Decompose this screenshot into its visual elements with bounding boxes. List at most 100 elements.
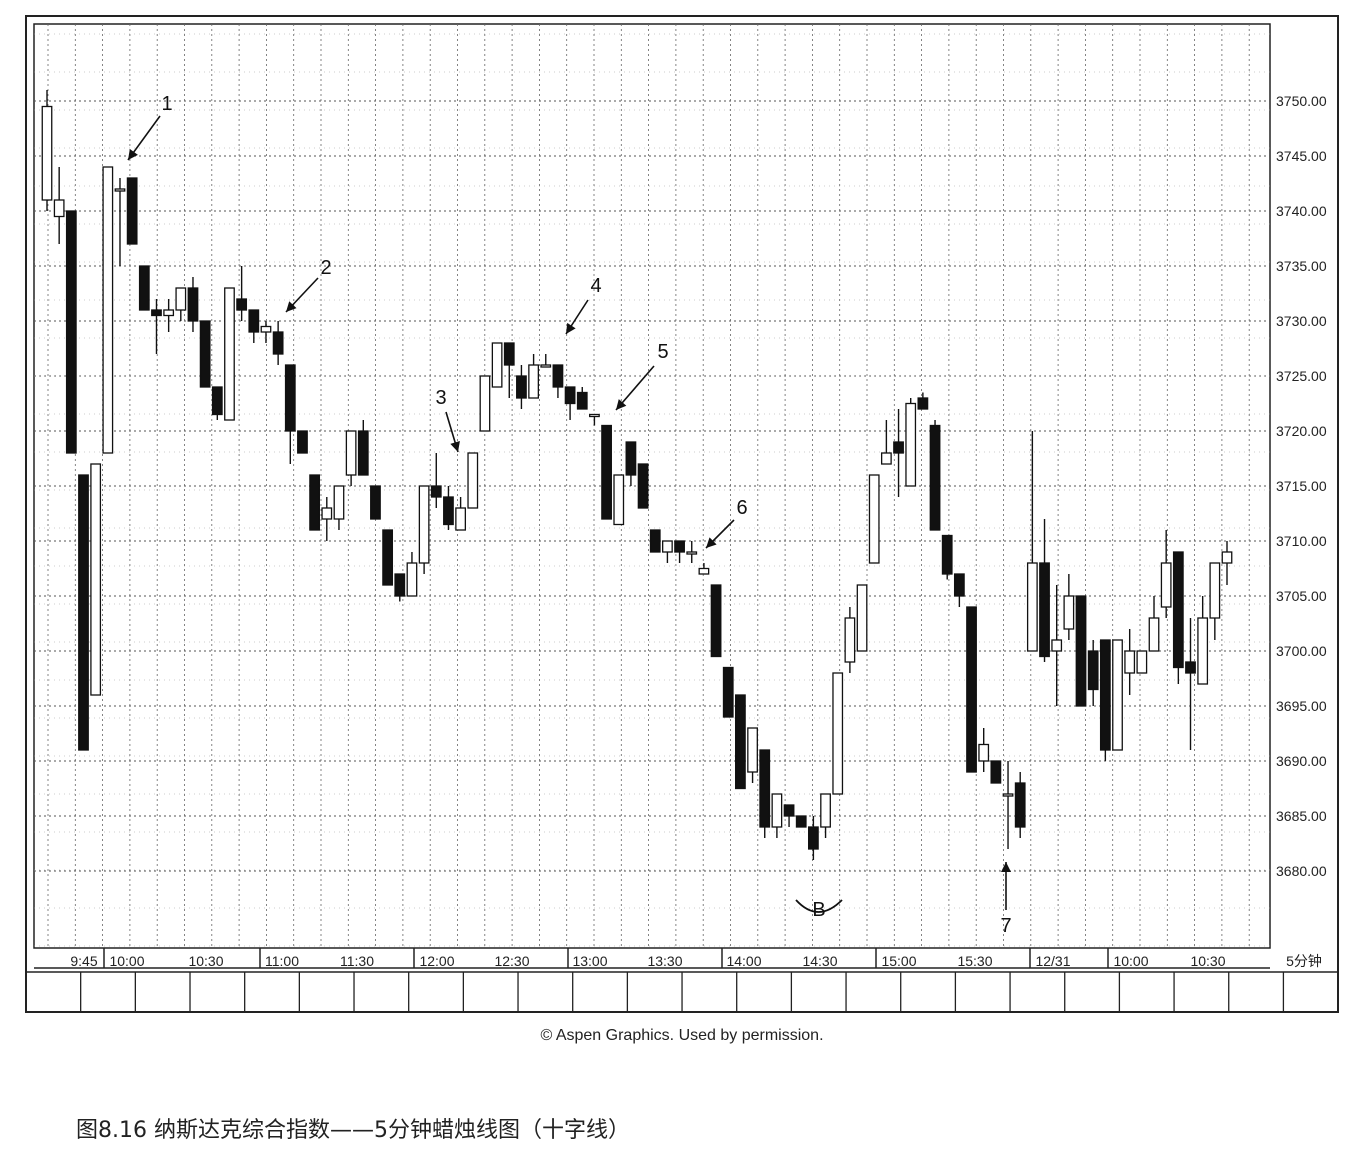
candle-body-bear [370,485,381,520]
candle [1185,618,1196,750]
annotation-label: 7 [1000,915,1011,937]
candle-body-bull [1002,793,1014,797]
candle-body-bear [759,749,771,828]
candle [394,573,406,602]
grid [34,24,1270,948]
candle-body-bull [163,309,175,317]
candle [990,760,1002,784]
candle-body-bear [272,331,284,355]
candle-body-bull [698,567,710,575]
annotation-arrowhead [128,148,138,160]
candle-body-bull [868,474,880,564]
candle-body-bull [1063,595,1075,630]
candle-body-bear [941,534,953,575]
candle [199,320,211,388]
candle-body-bear [65,210,77,454]
candle [662,540,673,563]
candle [905,398,917,487]
candle-body-bull [771,793,783,828]
annotation-arrowhead [450,440,460,452]
candle [844,607,856,673]
candle [1209,562,1221,640]
annotation-label: 2 [320,257,331,279]
candle [224,287,235,421]
candle-body-bull [747,727,758,773]
candle-body-bear [953,573,965,597]
candle [978,728,990,772]
candle-body-bull [662,540,673,553]
candle [382,529,394,586]
y-tick-label: 3700.00 [1276,643,1327,659]
candle-body-bear [601,424,612,520]
candle [637,463,649,509]
candle-body-bull [1051,639,1063,652]
candle [686,541,698,563]
candle-body-bull [1197,617,1209,685]
candle [856,584,868,652]
candle [248,309,260,343]
candle-body-bear [966,606,977,773]
candle [187,277,199,332]
x-tick-label: 10:00 [1113,953,1148,969]
candle [1197,596,1209,685]
candle-body-bear [309,474,321,531]
candle-body-bear [807,826,819,850]
candle [345,430,357,486]
candle-body-bull [905,402,917,487]
candle-body-bear [284,364,296,432]
candle [564,386,576,420]
annotation-label: 5 [657,341,668,363]
y-tick-label: 3725.00 [1276,368,1327,384]
candle [953,573,965,607]
candle [759,749,771,838]
x-tick-label: 10:00 [109,953,144,969]
candle-body-bear [78,474,89,751]
candle-body-bear [576,391,588,410]
y-tick-label: 3745.00 [1276,148,1327,164]
candle-body-bull [844,617,856,663]
candle [491,342,503,388]
candle [941,534,953,580]
x-tick-label: 14:30 [802,953,837,969]
candle [820,793,831,838]
candle [698,563,710,575]
candle [1075,595,1087,707]
candle-body-bull [1160,562,1172,608]
candle-body-bear [443,496,454,526]
candle-body-bear [735,694,746,790]
candle [455,497,467,531]
candle [710,584,722,658]
candle [601,424,612,520]
candle-body-bear [710,584,722,658]
candle-body-bull [224,287,235,421]
candle [138,265,150,311]
x-tick-label: 10:30 [188,953,223,969]
x-tick-label: 9:45 [70,953,97,969]
candle [333,485,345,530]
candle-body-bear [1172,551,1184,669]
candle [260,321,272,343]
candle [163,299,175,332]
candle [272,321,284,365]
candle [893,409,904,497]
candle [783,804,795,827]
candle [1124,629,1136,695]
candle-body-bull [175,287,187,311]
candle [211,386,223,420]
candle [1221,541,1233,585]
candle [1160,530,1172,618]
x-tick-label: 13:30 [647,953,682,969]
candle-body-bear [357,430,369,476]
candle [1026,431,1038,652]
annotation-label: 3 [435,387,446,409]
candle [1087,640,1099,706]
candle-body-bear [637,463,649,509]
y-axis: 3680.00 3685.00 3690.00 3695.00 3700.00 3705.… [1276,93,1327,879]
interval-label: 5分钟 [1286,953,1322,969]
candle [175,287,187,321]
candle [284,364,296,464]
candle-body-bull [1209,562,1221,619]
candle [1039,519,1050,662]
candle [479,375,491,432]
candle-body-bull [321,507,333,520]
